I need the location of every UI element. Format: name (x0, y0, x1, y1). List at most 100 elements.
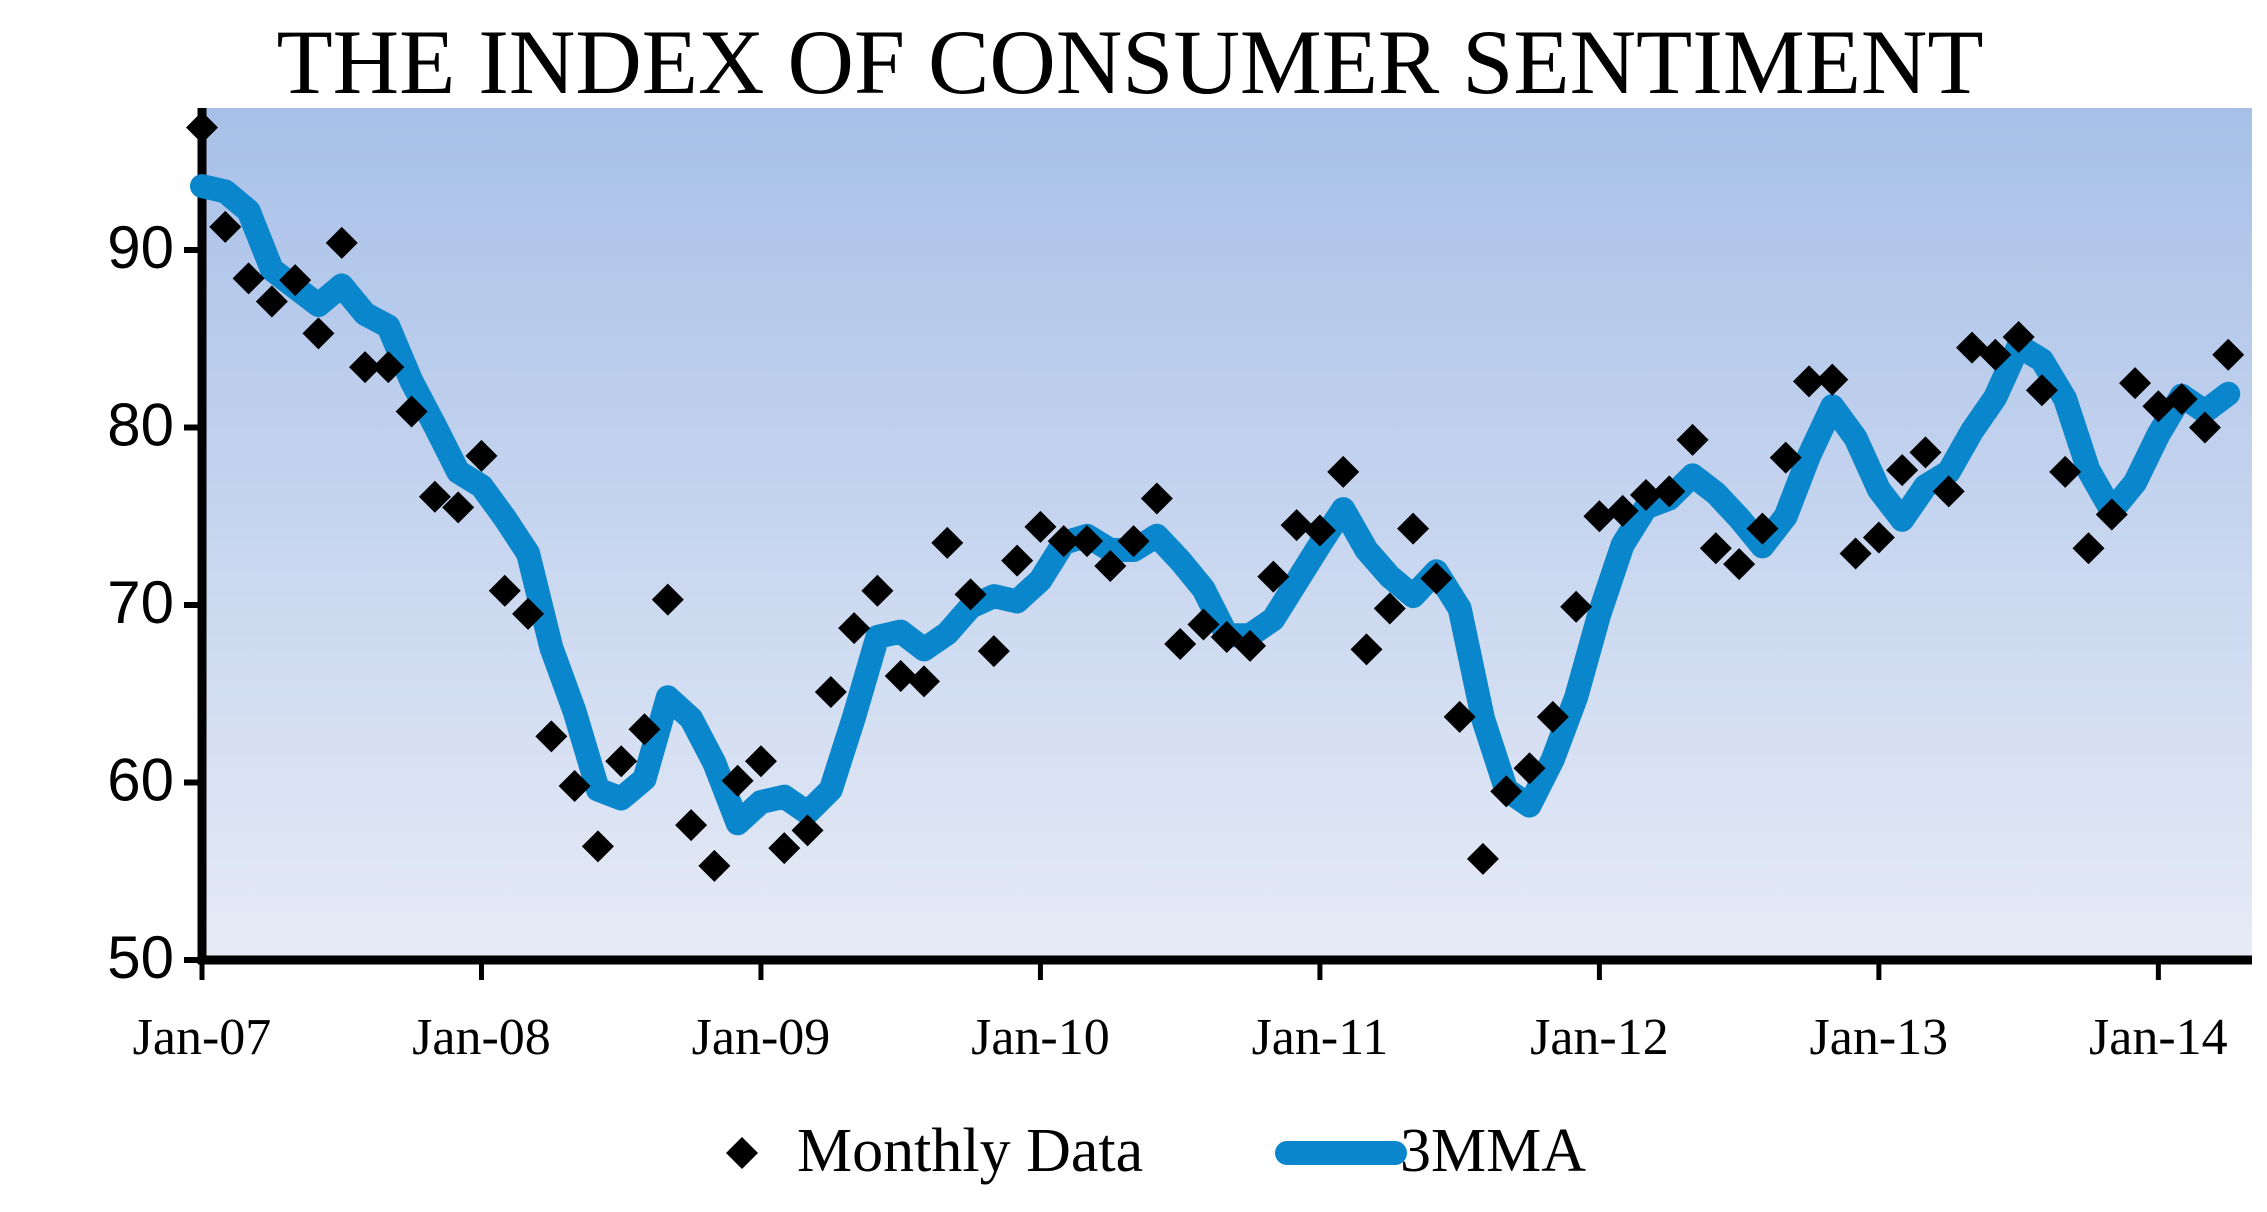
point (1140, 482, 1173, 515)
point (2049, 455, 2082, 488)
y-tick-label: 90 (107, 214, 174, 281)
point (279, 264, 312, 297)
point (954, 578, 987, 611)
point (907, 665, 940, 698)
point (186, 111, 218, 144)
y-tick-label: 60 (107, 746, 174, 813)
point (1793, 365, 1826, 398)
point (1303, 514, 1336, 547)
point (1979, 338, 2012, 371)
point (931, 526, 964, 559)
point (1653, 475, 1686, 508)
point (1839, 537, 1872, 570)
x-tick-label: Jan-14 (2089, 1009, 2228, 1066)
point (302, 317, 335, 350)
point (395, 395, 428, 428)
point (1024, 510, 1057, 543)
point (1071, 525, 1104, 558)
point (349, 351, 382, 384)
y-tick-label: 80 (107, 391, 174, 458)
point (1490, 775, 1523, 808)
point (1536, 700, 1569, 733)
point (232, 262, 265, 295)
x-tick-label: Jan-11 (1252, 1009, 1389, 1066)
point (512, 597, 545, 630)
point (2002, 320, 2035, 353)
point (628, 713, 661, 746)
point (1606, 494, 1639, 527)
x-tick-label: Jan-12 (1530, 1009, 1669, 1066)
point (1699, 532, 1732, 565)
point (418, 480, 451, 513)
legend-label: Monthly Data (797, 1117, 1143, 1185)
plot-area (202, 108, 2252, 960)
point (698, 849, 731, 882)
point (1257, 560, 1290, 593)
point (372, 351, 405, 384)
point (1094, 549, 1127, 582)
point (2142, 390, 2175, 423)
point (1280, 509, 1313, 542)
point (1816, 363, 1849, 396)
point (1862, 521, 1895, 554)
point (1746, 512, 1779, 545)
point (1676, 423, 1709, 456)
point (814, 675, 847, 708)
line-3mma (190, 174, 2241, 836)
point (2095, 498, 2128, 531)
point (605, 745, 638, 778)
point (1443, 700, 1476, 733)
chart-title: THE INDEX OF CONSUMER SENTIMENT (276, 11, 1983, 113)
point (721, 764, 754, 797)
point (2165, 383, 2198, 416)
point (1583, 500, 1616, 533)
point (1769, 441, 1802, 474)
point (1164, 628, 1197, 661)
point (791, 814, 824, 847)
point (1560, 590, 1593, 623)
point (768, 832, 801, 865)
point (255, 285, 288, 318)
point (1723, 548, 1756, 581)
point (675, 809, 708, 842)
point (977, 635, 1010, 668)
point (1420, 562, 1453, 595)
x-tick-label: Jan-08 (412, 1009, 551, 1066)
point (1350, 633, 1383, 666)
point (838, 612, 871, 645)
point (2188, 411, 2221, 444)
point (1466, 842, 1499, 875)
point (442, 491, 475, 524)
legend-marker (726, 1137, 758, 1169)
x-tick-label: Jan-13 (1810, 1009, 1949, 1066)
point (1373, 592, 1406, 625)
point (1327, 455, 1360, 488)
point (1397, 512, 1430, 545)
point (744, 745, 777, 778)
point (1117, 525, 1150, 558)
x-tick-label: Jan-07 (133, 1009, 272, 1066)
point (1909, 436, 1942, 469)
point (465, 439, 498, 472)
point (1932, 475, 1965, 508)
point (488, 574, 521, 607)
point (581, 830, 614, 863)
point (1210, 620, 1243, 653)
x-tick-label: Jan-10 (971, 1009, 1110, 1066)
point (2025, 374, 2058, 407)
point (1956, 331, 1989, 364)
point (325, 226, 358, 259)
point (1187, 608, 1220, 641)
point (535, 720, 568, 753)
point (209, 210, 242, 243)
point (1513, 752, 1546, 785)
point (1001, 544, 1034, 577)
point (884, 660, 917, 692)
y-tick-label: 70 (107, 569, 174, 636)
x-tick-label: Jan-09 (692, 1009, 831, 1066)
point (1629, 478, 1662, 511)
point (558, 770, 591, 803)
point (1234, 629, 1267, 662)
y-tick-label: 50 (107, 924, 174, 991)
